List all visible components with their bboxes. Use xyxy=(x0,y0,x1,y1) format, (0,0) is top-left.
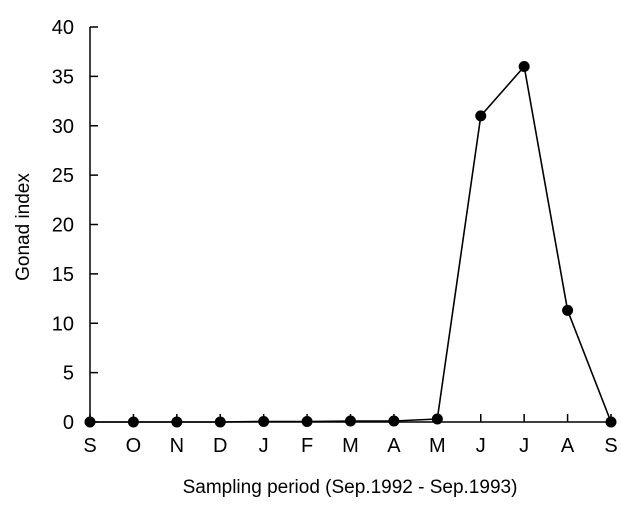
data-point xyxy=(475,110,487,122)
x-tick-label: F xyxy=(301,435,313,457)
x-tick-label: J xyxy=(259,435,269,457)
x-tick-label: N xyxy=(170,435,184,457)
data-point xyxy=(345,415,356,427)
ticks-layer: 0 5 10 15 20 25 30 35 40 S O N D J F M A M J J A S xyxy=(52,17,618,457)
data-point xyxy=(518,61,530,72)
x-tick-label: J xyxy=(476,435,486,457)
x-tick-label: M xyxy=(342,435,359,457)
y-tick-label: 25 xyxy=(52,165,74,187)
x-axis-title: Sampling period (Sep.1992 - Sep.1993) xyxy=(183,477,518,498)
y-tick-label: 15 xyxy=(52,264,74,286)
y-tick-label: 5 xyxy=(63,363,74,385)
x-tick-label: O xyxy=(126,435,142,457)
y-tick-label: 35 xyxy=(52,66,74,88)
y-axis-title: Gonad index xyxy=(13,173,34,281)
series-layer xyxy=(90,64,612,423)
x-tick-label: A xyxy=(387,435,401,457)
data-point xyxy=(214,416,226,428)
x-tick-label: J xyxy=(519,435,529,457)
data-point xyxy=(84,416,96,428)
axes-layer xyxy=(89,27,611,423)
x-tick-label: D xyxy=(213,435,227,457)
data-point xyxy=(127,416,139,428)
data-point xyxy=(171,416,183,428)
y-tick-label: 0 xyxy=(63,412,74,434)
y-tick-label: 30 xyxy=(52,116,74,138)
data-point xyxy=(388,415,400,427)
y-tick-label: 10 xyxy=(52,313,74,335)
x-tick-label: M xyxy=(429,435,446,457)
y-tick-label: 20 xyxy=(52,215,74,237)
data-point xyxy=(605,416,617,428)
y-tick-label: 40 xyxy=(52,17,74,39)
data-point xyxy=(562,304,574,316)
x-tick-label: S xyxy=(83,435,96,457)
x-tick-label: S xyxy=(604,435,617,457)
data-point xyxy=(301,416,313,428)
data-point xyxy=(431,413,443,425)
series-line xyxy=(90,64,612,423)
markers-layer xyxy=(84,61,617,428)
x-tick-label: A xyxy=(561,435,575,457)
data-point xyxy=(258,416,270,428)
